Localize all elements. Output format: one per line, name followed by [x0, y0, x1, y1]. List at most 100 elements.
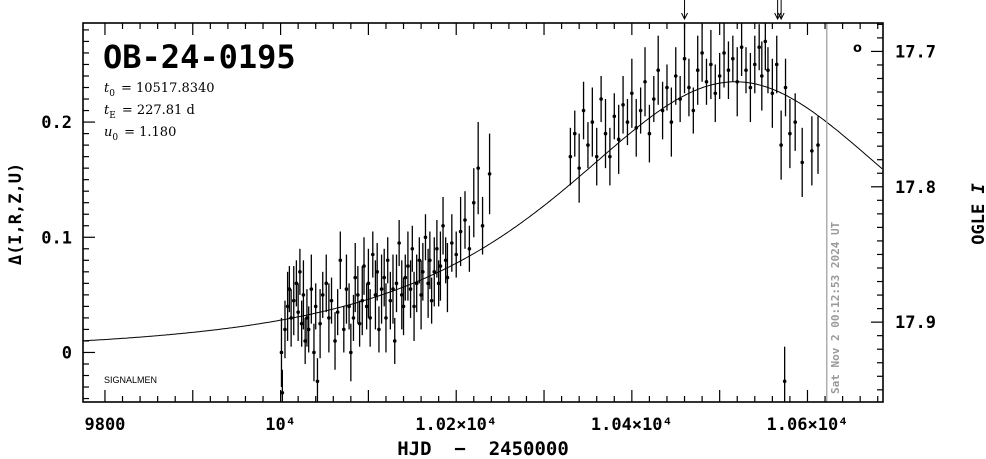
data-point: [695, 68, 700, 73]
data-point: [291, 298, 296, 303]
data-point: [783, 85, 788, 90]
data-point: [432, 270, 437, 274]
data-point: [382, 275, 387, 280]
data-point: [294, 281, 299, 286]
data-point: [594, 154, 599, 159]
data-point: [296, 310, 300, 314]
data-point: [458, 229, 463, 234]
data-point: [660, 108, 665, 113]
data-point: [287, 287, 292, 291]
arrow-head: [777, 12, 785, 21]
data-point: [735, 79, 740, 84]
data-point: [722, 51, 726, 55]
data-point: [303, 339, 307, 343]
y-tick-label: 0.1: [41, 228, 72, 248]
data-point: [443, 258, 448, 263]
data-point: [375, 270, 379, 274]
data-point: [779, 143, 783, 147]
data-point: [568, 154, 573, 159]
data-point: [373, 293, 378, 297]
data-point: [704, 79, 709, 84]
data-point: [379, 287, 384, 291]
data-point: [285, 304, 290, 309]
data-point: [621, 102, 625, 107]
data-point: [399, 293, 404, 297]
data-point: [403, 275, 408, 280]
arrow-head: [681, 12, 688, 21]
data-point: [800, 160, 805, 165]
data-point: [429, 298, 434, 303]
data-point: [770, 91, 775, 96]
data-points-group: [279, 23, 820, 402]
data-point: [445, 275, 450, 280]
data-point: [360, 298, 365, 303]
param-tE-value: = 227.81 d: [122, 103, 195, 118]
axes-group: 9800 10⁴ 1.02×10⁴ 1.04×10⁴ 1.06×10⁴ 0 0.1 0.2 17…: [41, 0, 936, 435]
data-point: [450, 241, 454, 245]
data-point: [480, 223, 485, 228]
data-point: [417, 258, 422, 263]
data-point: [669, 120, 674, 124]
data-point: [471, 200, 476, 205]
data-point: [616, 137, 621, 142]
data-point: [410, 246, 415, 251]
data-point: [313, 304, 318, 309]
corner-mark: o: [853, 41, 862, 56]
data-point: [810, 149, 814, 153]
param-u0-value: = 1.180: [124, 125, 176, 140]
param-tE-sub: E: [109, 111, 116, 121]
data-point: [612, 114, 617, 119]
data-point: [793, 120, 797, 124]
data-point: [673, 74, 678, 78]
data-point: [603, 131, 608, 136]
data-point: [426, 281, 430, 286]
data-point: [305, 316, 309, 320]
data-point: [299, 321, 304, 326]
data-point: [408, 287, 413, 291]
data-point: [774, 62, 779, 67]
data-point: [634, 126, 639, 130]
data-point: [731, 56, 735, 61]
param-u0: u0 = 1.180: [104, 125, 176, 143]
y-axis-label: Δ(I,R,Z,U): [6, 163, 26, 265]
data-point: [414, 281, 419, 286]
param-t0-symbol: t: [104, 81, 110, 96]
data-point: [630, 91, 634, 96]
data-point: [709, 62, 713, 67]
data-point: [370, 252, 375, 257]
data-point: [366, 281, 371, 286]
data-point: [586, 143, 590, 147]
data-point: [487, 172, 492, 176]
data-point: [687, 85, 691, 90]
data-point: [401, 304, 406, 309]
data-point: [377, 327, 381, 332]
data-point: [577, 166, 581, 170]
data-point: [476, 166, 480, 170]
plot-frame: [82, 22, 884, 403]
data-point: [700, 51, 704, 55]
param-u0-sub: 0: [112, 133, 118, 143]
data-point: [309, 287, 314, 291]
data-point: [739, 45, 744, 49]
data-point: [385, 258, 390, 263]
data-point: [599, 97, 603, 101]
data-point: [397, 241, 401, 245]
data-point: [726, 68, 731, 73]
data-point: [590, 120, 595, 124]
data-point: [394, 281, 399, 286]
y2-axis-label: OGLE I: [969, 183, 986, 245]
data-point: [638, 108, 643, 113]
data-point: [391, 287, 395, 291]
param-t0-sub: 0: [109, 89, 115, 99]
param-tE: tE = 227.81 d: [104, 103, 195, 121]
footnote-signalmen: SIGNALMEN: [104, 375, 157, 385]
data-point: [436, 281, 441, 286]
data-point: [752, 62, 757, 67]
y-tick-label: 0.2: [41, 113, 72, 133]
data-point: [421, 270, 425, 274]
data-point: [763, 39, 768, 44]
data-point: [298, 270, 302, 274]
data-point: [435, 246, 439, 251]
data-point: [463, 218, 467, 222]
